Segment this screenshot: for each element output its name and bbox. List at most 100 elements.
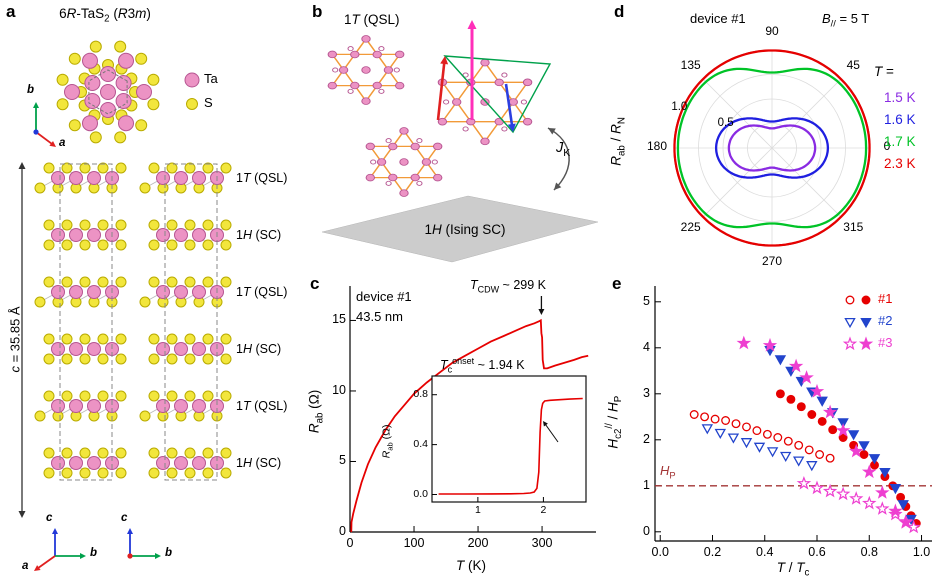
polar-curve-1.6 K	[714, 117, 830, 179]
y-tick-label: 5	[339, 453, 346, 468]
panel-e: e Hc2// / HP T / Tc 0 1 2 3 4 5 0.0 0.2 0.4 0.6 0.…	[600, 270, 940, 583]
x-axis-label: T / Tc	[776, 560, 810, 579]
radial-tick-label: 0.5	[717, 117, 734, 130]
scatter-legend-markers	[842, 295, 874, 351]
layer-label-3: 1T (QSL)	[236, 285, 288, 299]
atom-legend	[184, 72, 200, 110]
panel-b: b 1T (QSL) 1H (Ising SC) JK	[300, 0, 610, 270]
legend-ta-label: Ta	[204, 71, 218, 86]
panel-label-e: e	[612, 274, 622, 293]
inset-x-tick-label: 2	[540, 504, 547, 516]
pauli-limit-label: HP	[660, 463, 676, 481]
kondo-coupling-arrow	[547, 127, 570, 191]
inset-y-tick-label: 0.4	[413, 437, 428, 450]
star-of-david-cluster	[437, 58, 533, 146]
c-axis-length-label: c = 35.85 Å	[7, 306, 23, 373]
kondo-coupling-label: JK	[556, 140, 571, 159]
inset-y-tick-label: 0.8	[413, 387, 428, 400]
x-tick-label: 0.2	[703, 545, 722, 559]
x-tick-label: 200	[467, 536, 489, 550]
axis-letter-b-bottom2: b	[165, 547, 173, 559]
x-tick-label: 300	[531, 536, 553, 550]
polar-curve-1.7 K	[676, 67, 868, 229]
radial-axis-label: Rab / RN	[608, 117, 628, 166]
panel-b-graphics	[321, 20, 599, 263]
panel-a-graphics	[18, 40, 232, 571]
x-tick-label: 1.0	[912, 545, 931, 559]
polar-legend-item: 1.6 K	[884, 112, 916, 127]
y-tick-label: 1	[643, 477, 650, 492]
layer-label-6: 1H (SC)	[236, 456, 282, 470]
panel-e-graphics	[654, 286, 932, 542]
y-tick-label: 3	[643, 385, 650, 400]
axis-triad-top	[33, 102, 56, 147]
y-tick-label: 15	[332, 312, 346, 327]
angle-tick-label: 90	[765, 24, 779, 38]
scatter-series-2-open	[701, 424, 818, 472]
inset-x-tick-label: 1	[474, 504, 481, 516]
field-label: B// = 5 T	[822, 11, 870, 29]
legend-s-label: S	[204, 95, 213, 110]
inset-y-axis-label: Rab (Ω)	[380, 424, 395, 459]
y-tick-label: 5	[643, 293, 650, 308]
x-tick-label: 0	[346, 536, 354, 550]
axis-letter-c-bottom2: c	[121, 512, 128, 524]
panel-c: c device #1 43.5 nm TCDW ~ 299 K Rab (Ω)…	[300, 270, 610, 583]
axis-letter-b-top: b	[27, 84, 35, 96]
resistance-curve	[350, 318, 589, 533]
thickness-label: 43.5 nm	[356, 309, 403, 324]
x-axis-label: T (K)	[456, 558, 486, 573]
scatter-legend-label: #3	[878, 335, 893, 350]
ising-sc-plane-label: 1H (Ising SC)	[424, 222, 506, 237]
polar-legend-title: T =	[874, 64, 894, 79]
angle-tick-label: 270	[761, 254, 783, 268]
layer-label-2: 1H (SC)	[236, 228, 282, 242]
layer-label-5: 1T (QSL)	[236, 399, 288, 413]
y-axis-label: Hc2// / HP	[603, 395, 625, 449]
structure-title: 6R-TaS2 (R3m)	[59, 6, 151, 25]
y-tick-label: 2	[643, 431, 650, 446]
x-tick-label: 0.0	[651, 545, 669, 559]
angle-tick-label: 135	[680, 57, 701, 72]
panel-d-graphics	[673, 49, 871, 247]
device-label: device #1	[356, 289, 412, 304]
y-tick-label: 0	[643, 523, 650, 538]
axis-letter-a-top: a	[59, 137, 66, 149]
tc-inset	[431, 375, 587, 503]
inset-title: Tconset ~ 1.94 K	[440, 356, 525, 375]
panel-d: d device #1 B// = 5 T Rab / RN 90 45 0 315 2…	[600, 0, 940, 270]
cdw-annotation: TCDW ~ 299 K	[469, 278, 546, 295]
polar-curve-1.5 K	[727, 124, 817, 172]
angle-tick-label: 0	[883, 139, 891, 153]
axis-letter-c-bottom1: c	[46, 512, 53, 524]
x-tick-label: 0.6	[808, 545, 826, 559]
panel-label-c: c	[310, 274, 320, 293]
angle-tick-label: 45	[846, 57, 860, 72]
y-tick-label: 10	[332, 382, 346, 397]
angle-tick-label: 180	[646, 139, 668, 153]
y-tick-label: 0	[339, 524, 346, 538]
radial-tick-label: 1.0	[671, 101, 688, 114]
scatter-legend-label: #1	[878, 291, 893, 306]
inset-y-tick-label: 0.0	[413, 487, 428, 500]
layer-stacks-side-view	[34, 162, 232, 481]
layer-label-1: 1T (QSL)	[236, 171, 288, 185]
polar-curve-2.3 K	[673, 49, 871, 247]
polar-legend-item: 2.3 K	[884, 156, 916, 171]
axis-letter-b-bottom1: b	[90, 547, 98, 559]
star-of-david-cluster	[327, 35, 405, 105]
axis-letter-a-bottom1: a	[22, 560, 29, 572]
panel-c-graphics	[349, 286, 596, 533]
y-axis-label: Rab (Ω)	[306, 389, 326, 434]
x-tick-label: 0.4	[756, 545, 774, 559]
panel-a: a 6R-TaS2 (R3m) Ta S 1T (QSL) 1H (SC) 1T…	[0, 0, 300, 583]
angle-tick-label: 225	[680, 220, 701, 235]
panel-label-a: a	[6, 2, 16, 21]
ising-sc-plane	[321, 195, 599, 263]
angle-tick-label: 315	[843, 220, 864, 235]
unit-cell-triangle	[443, 55, 552, 134]
star-of-david-cluster	[365, 127, 443, 197]
y-tick-label: 4	[643, 339, 650, 354]
panel-label-d: d	[614, 2, 625, 21]
